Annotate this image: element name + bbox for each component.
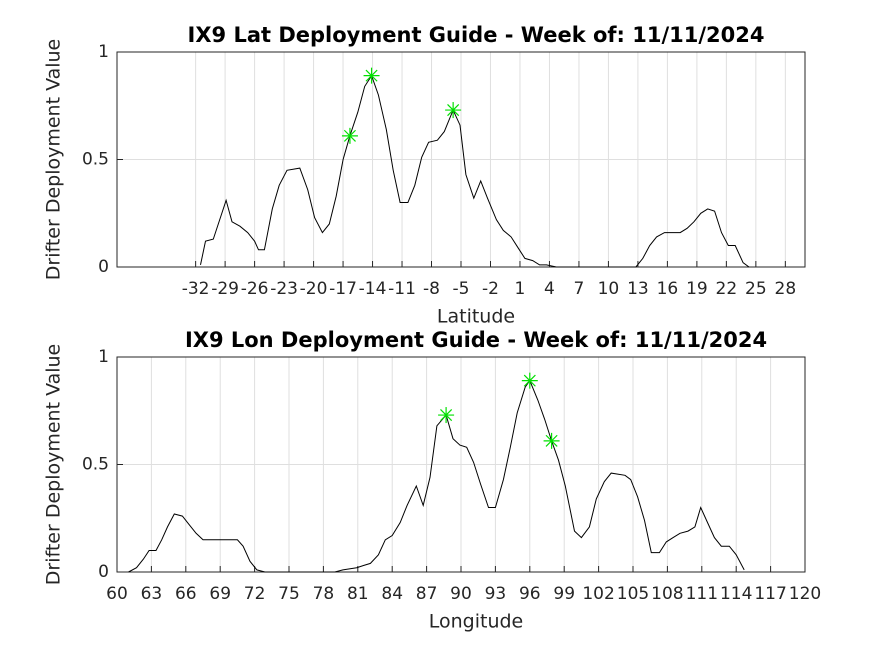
peak-marker xyxy=(445,102,462,119)
y-tick-label: 0.5 xyxy=(82,455,109,475)
x-tick-label: 19 xyxy=(686,279,708,299)
x-tick-label: 10 xyxy=(598,279,620,299)
y-tick-label: 1 xyxy=(98,347,109,367)
x-tick-label: 72 xyxy=(244,584,266,604)
axes: -32 -29 -26 -23 -20 -17 -14 -11 -8 -5 -2 1 4 7 10 13 16 1… xyxy=(43,23,806,328)
x-tick-label: 117 xyxy=(754,584,786,604)
x-tick-label: -14 xyxy=(359,279,387,299)
y-tick-label: 0 xyxy=(98,562,109,582)
x-tick-label: 63 xyxy=(141,584,163,604)
x-tick-label: 4 xyxy=(544,279,555,299)
chart-title: IX9 Lon Deployment Guide - Week of: 11/1… xyxy=(185,328,767,352)
x-axis-label: Latitude xyxy=(437,306,515,328)
x-tick-label: 99 xyxy=(553,584,575,604)
x-tick-label: 87 xyxy=(416,584,438,604)
x-tick-label: 84 xyxy=(381,584,403,604)
peak-marker xyxy=(341,127,358,144)
y-tick-label: 0 xyxy=(98,257,109,277)
marker-stroke xyxy=(545,434,558,447)
x-tick-label: 13 xyxy=(627,279,649,299)
x-tick-label: 93 xyxy=(485,584,507,604)
x-tick-label: 25 xyxy=(745,279,767,299)
x-tick-label: -23 xyxy=(270,279,298,299)
x-tick-label: 16 xyxy=(657,279,679,299)
axes-box xyxy=(116,356,806,573)
y-tick-label: 1 xyxy=(98,42,109,62)
marker-stroke xyxy=(365,69,378,82)
y-axis-label: Drifter Deployment Value xyxy=(43,39,65,281)
x-tick-label: 7 xyxy=(574,279,585,299)
x-tick-label: 111 xyxy=(686,584,718,604)
axes: 60 63 66 69 72 75 78 81 84 87 90 93 96 99 102 105 108 111… xyxy=(43,328,822,633)
x-tick-label: -5 xyxy=(453,279,470,299)
x-tick-label: -26 xyxy=(241,279,269,299)
x-tick-label: -29 xyxy=(211,279,239,299)
x-tick-label: -17 xyxy=(329,279,357,299)
x-tick-label: -11 xyxy=(388,279,416,299)
x-tick-label: 96 xyxy=(519,584,541,604)
x-axis-label: Longitude xyxy=(429,611,524,633)
x-tick-label: 81 xyxy=(347,584,369,604)
axes-box xyxy=(116,51,806,268)
x-tick-label: 28 xyxy=(775,279,797,299)
data-line xyxy=(128,379,745,573)
x-tick-label: 78 xyxy=(313,584,335,604)
x-tick-label: 114 xyxy=(720,584,752,604)
x-tick-label: 60 xyxy=(106,584,128,604)
x-tick-label: 90 xyxy=(450,584,472,604)
x-tick-label: -20 xyxy=(300,279,328,299)
x-tick-label: -8 xyxy=(423,279,440,299)
marker-stroke xyxy=(440,409,453,422)
x-tick-label: -32 xyxy=(182,279,210,299)
x-tick-label: 1 xyxy=(515,279,526,299)
x-tick-label: 22 xyxy=(716,279,738,299)
x-tick-label: 102 xyxy=(582,584,614,604)
y-tick-label: 0.5 xyxy=(82,150,109,170)
x-tick-label: 75 xyxy=(278,584,300,604)
marker-stroke xyxy=(447,104,460,117)
marker-stroke xyxy=(523,374,536,387)
x-tick-label: 66 xyxy=(175,584,197,604)
marker-stroke xyxy=(343,129,356,142)
peak-marker xyxy=(521,372,538,389)
x-tick-label: 120 xyxy=(789,584,821,604)
chart-title: IX9 Lat Deployment Guide - Week of: 11/1… xyxy=(188,23,765,47)
peak-marker xyxy=(438,407,455,424)
x-tick-label: 69 xyxy=(209,584,231,604)
x-tick-label: -2 xyxy=(482,279,499,299)
y-axis-label: Drifter Deployment Value xyxy=(43,344,65,586)
peak-marker xyxy=(543,432,560,449)
data-line xyxy=(200,74,750,268)
peak-marker xyxy=(363,67,380,84)
x-tick-label: 105 xyxy=(617,584,649,604)
x-tick-label: 108 xyxy=(651,584,683,604)
